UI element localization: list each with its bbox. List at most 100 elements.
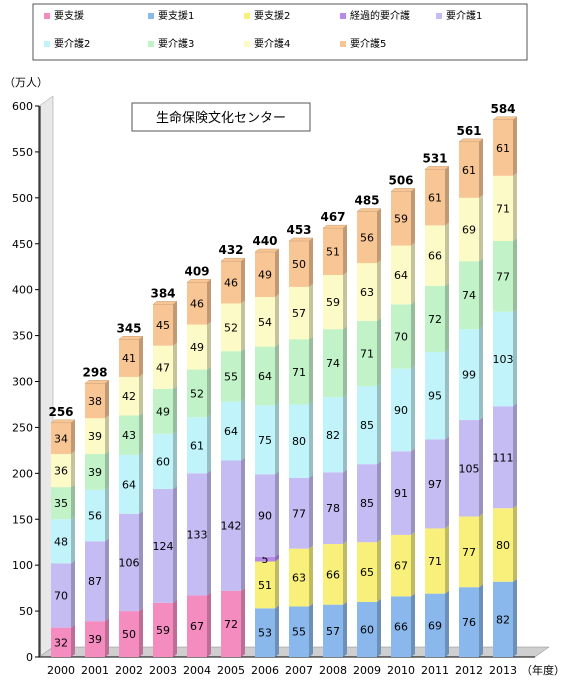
y-tick-label: 550 xyxy=(12,146,33,159)
data-label: 77 xyxy=(496,270,510,283)
data-label: 69 xyxy=(462,224,476,237)
bar-segment-side xyxy=(241,587,245,657)
bar-segment xyxy=(357,386,377,465)
data-label: 90 xyxy=(258,510,272,523)
data-label: 90 xyxy=(394,404,408,417)
bar-segment xyxy=(255,252,275,298)
data-label: 46 xyxy=(190,297,204,310)
bar-segment xyxy=(289,548,309,607)
data-label: 74 xyxy=(462,289,476,302)
total-label: 298 xyxy=(82,365,107,379)
bar-segment xyxy=(153,488,173,603)
bar-segment xyxy=(153,388,173,434)
bar-segment-side xyxy=(309,336,313,405)
data-label: 85 xyxy=(360,497,374,510)
data-label: 38 xyxy=(88,395,102,408)
data-label: 50 xyxy=(122,628,136,641)
bar-segment-side xyxy=(207,592,211,657)
bar-segment xyxy=(357,320,377,387)
bar-segment-side xyxy=(173,385,177,434)
bar-segment-side xyxy=(343,326,347,398)
legend-swatch-6 xyxy=(44,41,50,47)
data-label: 55 xyxy=(224,370,238,383)
bar-segment-side xyxy=(139,510,143,612)
bar-segment-side xyxy=(411,448,415,535)
bar-segment xyxy=(323,397,343,473)
bar-segment-side xyxy=(105,451,109,490)
bar-segment-side xyxy=(105,415,109,455)
data-label: 80 xyxy=(292,435,306,448)
bar-segment xyxy=(85,454,105,490)
bar-segment xyxy=(119,611,139,657)
bar-stack-2009: 60 65 85 85 71 63 56 485 xyxy=(354,194,382,657)
y-tick-label: 350 xyxy=(12,330,33,343)
side-wall xyxy=(38,95,54,658)
bar-segment-side xyxy=(411,188,415,246)
data-label: 52 xyxy=(190,387,204,400)
legend-swatch-4 xyxy=(340,13,346,19)
bar-segment xyxy=(391,304,411,369)
data-label: 61 xyxy=(462,164,476,177)
legend-label-1: 要支援 xyxy=(54,9,84,22)
total-label: 409 xyxy=(184,264,209,278)
data-label: 57 xyxy=(326,625,340,638)
bar-segment-side xyxy=(139,608,143,657)
bar-segment-side xyxy=(411,531,415,597)
total-label: 584 xyxy=(490,102,515,116)
bar-segment xyxy=(187,282,207,325)
bar-segment-side xyxy=(309,283,313,340)
bar-segment-side xyxy=(275,294,279,347)
bar-segment-side xyxy=(479,417,483,517)
bar-segment xyxy=(391,596,411,657)
data-label: 63 xyxy=(292,572,306,585)
bar-segment xyxy=(459,197,479,262)
bar-segment xyxy=(153,433,173,489)
bar-segment xyxy=(119,376,139,416)
data-label: 59 xyxy=(156,624,170,637)
x-tick-label: 2009 xyxy=(353,664,381,677)
data-label: 78 xyxy=(326,502,340,515)
bar-segment xyxy=(221,261,241,304)
bar-segment-side xyxy=(207,279,211,325)
bar-segment xyxy=(187,473,207,596)
data-label: 72 xyxy=(428,313,442,326)
source-label: 生命保険文化センター xyxy=(156,110,286,126)
bar-segment xyxy=(391,245,411,305)
data-label: 74 xyxy=(326,357,340,370)
bar-segment-side xyxy=(513,403,517,509)
bar-segment-side xyxy=(513,505,517,582)
bar-segment-side xyxy=(275,249,279,298)
bar-stack-2003: 59 124 60 49 47 45 384 xyxy=(150,286,178,657)
legend-swatch-9 xyxy=(340,41,346,47)
bar-segment xyxy=(51,454,71,488)
bar-segment-side xyxy=(275,402,279,475)
data-label: 5 xyxy=(262,553,269,566)
data-label: 49 xyxy=(190,341,204,354)
data-label: 66 xyxy=(428,250,442,263)
x-tick-label: 2000 xyxy=(47,664,75,677)
bar-segment xyxy=(493,581,513,657)
bar-segment-side xyxy=(173,301,177,346)
bar-segment xyxy=(459,587,479,657)
y-tick-label: 100 xyxy=(12,559,33,572)
bar-segment-side xyxy=(275,553,279,562)
bar-segment xyxy=(221,351,241,402)
data-label: 70 xyxy=(394,331,408,344)
y-tick-label: 50 xyxy=(19,605,33,618)
bar-segment xyxy=(119,339,139,377)
data-label: 43 xyxy=(122,429,136,442)
bar-segment-side xyxy=(207,366,211,418)
left-wall xyxy=(39,106,41,657)
total-label: 440 xyxy=(252,234,277,248)
bar-segment-side xyxy=(445,590,449,657)
bar-segment xyxy=(459,329,479,421)
bar-segment xyxy=(221,303,241,352)
bar-segment xyxy=(459,516,479,588)
data-label: 60 xyxy=(360,623,374,636)
bar-segment-side xyxy=(445,282,449,353)
bar-stack-2007: 55 63 77 80 71 57 50 453 xyxy=(286,223,314,657)
bar-segment-side xyxy=(105,538,109,622)
bar-segment xyxy=(85,383,105,419)
legend-label-7: 要介護3 xyxy=(158,37,194,50)
